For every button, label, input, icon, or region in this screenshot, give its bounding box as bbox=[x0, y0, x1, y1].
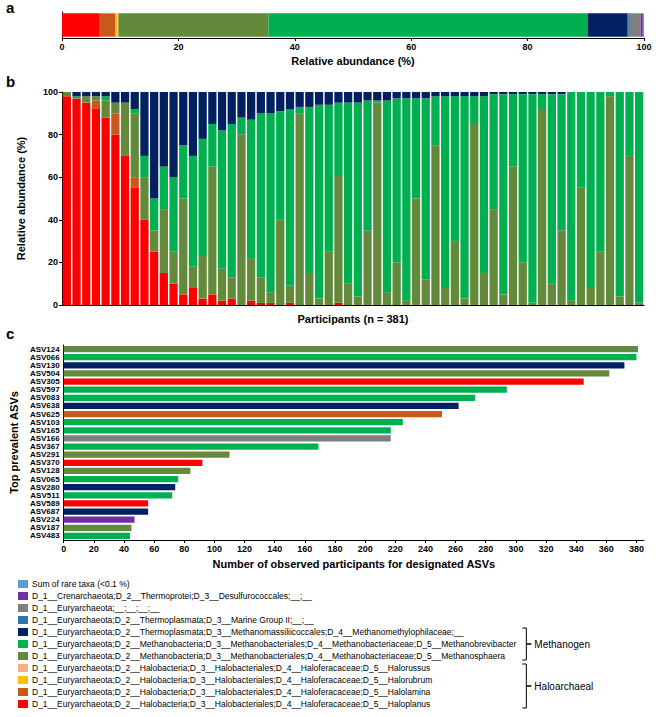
svg-text:100: 100 bbox=[636, 42, 651, 52]
svg-text:240: 240 bbox=[418, 544, 433, 554]
svg-text:60: 60 bbox=[406, 42, 416, 52]
svg-text:ASV187: ASV187 bbox=[29, 523, 60, 533]
svg-text:ASV103: ASV103 bbox=[29, 417, 60, 427]
svg-text:D_1__Euryarchaeota;D_2__Haloba: D_1__Euryarchaeota;D_2__Halobacteria;D_3… bbox=[32, 699, 430, 709]
svg-text:280: 280 bbox=[478, 544, 493, 554]
svg-text:140: 140 bbox=[267, 544, 282, 554]
svg-text:320: 320 bbox=[539, 544, 554, 554]
svg-text:c: c bbox=[6, 325, 14, 342]
svg-text:160: 160 bbox=[297, 544, 312, 554]
svg-text:Sum of rare taxa (<0.1 %): Sum of rare taxa (<0.1 %) bbox=[32, 579, 130, 589]
svg-text:Relative abundance (%): Relative abundance (%) bbox=[291, 55, 415, 67]
svg-text:200: 200 bbox=[358, 544, 373, 554]
svg-text:ASV166: ASV166 bbox=[29, 433, 60, 443]
svg-text:ASV065: ASV065 bbox=[29, 474, 60, 484]
svg-text:Participants (n = 381): Participants (n = 381) bbox=[298, 313, 409, 325]
svg-text:20: 20 bbox=[173, 42, 183, 52]
svg-text:ASV625: ASV625 bbox=[29, 409, 60, 419]
svg-text:380: 380 bbox=[629, 544, 644, 554]
svg-text:ASV511: ASV511 bbox=[30, 490, 60, 500]
svg-text:ASV483: ASV483 bbox=[30, 531, 60, 540]
svg-text:0: 0 bbox=[61, 544, 66, 554]
svg-text:220: 220 bbox=[388, 544, 403, 554]
svg-text:D_1__Euryarchaeota;D_2__Haloba: D_1__Euryarchaeota;D_2__Halobacteria;D_3… bbox=[32, 687, 431, 697]
svg-text:ASV128: ASV128 bbox=[29, 466, 60, 476]
svg-text:180: 180 bbox=[327, 544, 342, 554]
svg-text:40: 40 bbox=[119, 544, 129, 554]
svg-text:ASV367: ASV367 bbox=[29, 442, 60, 452]
svg-text:a: a bbox=[6, 0, 15, 16]
svg-text:40: 40 bbox=[48, 215, 58, 225]
svg-text:ASV280: ASV280 bbox=[29, 482, 60, 492]
svg-text:100: 100 bbox=[207, 544, 222, 554]
svg-text:ASV066: ASV066 bbox=[29, 352, 60, 362]
svg-text:ASV504: ASV504 bbox=[29, 368, 60, 378]
svg-text:ASV687: ASV687 bbox=[29, 507, 60, 517]
svg-text:100: 100 bbox=[43, 87, 58, 97]
svg-text:ASV305: ASV305 bbox=[29, 377, 60, 387]
svg-text:Relative abundance (%): Relative abundance (%) bbox=[15, 136, 27, 260]
svg-text:ASV130: ASV130 bbox=[29, 360, 60, 370]
svg-text:D_1__Crenarchaeota;D_2__Thermo: D_1__Crenarchaeota;D_2__Thermoprotei;D_3… bbox=[32, 591, 312, 601]
svg-text:40: 40 bbox=[290, 42, 300, 52]
svg-text:D_1__Euryarchaeota;D_2__Thermo: D_1__Euryarchaeota;D_2__Thermoplasmata;D… bbox=[32, 615, 314, 625]
svg-text:ASV638: ASV638 bbox=[29, 401, 60, 411]
svg-text:340: 340 bbox=[569, 544, 584, 554]
svg-text:D_1__Euryarchaeota;D_2__Methan: D_1__Euryarchaeota;D_2__Methanobacteria;… bbox=[32, 639, 517, 649]
svg-text:D_1__Euryarchaeota;D_2__Thermo: D_1__Euryarchaeota;D_2__Thermoplasmata;D… bbox=[32, 627, 464, 637]
svg-text:ASV589: ASV589 bbox=[29, 498, 60, 508]
svg-text:0: 0 bbox=[59, 42, 64, 52]
svg-text:ASV597: ASV597 bbox=[29, 385, 60, 395]
svg-text:Number of observed participant: Number of observed participants for desi… bbox=[213, 558, 496, 570]
svg-text:20: 20 bbox=[89, 544, 99, 554]
svg-text:360: 360 bbox=[599, 544, 614, 554]
svg-text:D_1__Euryarchaeota;__;__;__;__: D_1__Euryarchaeota;__;__;__;__ bbox=[32, 603, 160, 613]
svg-text:260: 260 bbox=[448, 544, 463, 554]
svg-text:Top prevalent ASVs: Top prevalent ASVs bbox=[8, 391, 20, 494]
svg-text:80: 80 bbox=[48, 130, 58, 140]
svg-text:D_1__Euryarchaeota;D_2__Methan: D_1__Euryarchaeota;D_2__Methanobacteria;… bbox=[32, 651, 505, 661]
svg-text:20: 20 bbox=[48, 257, 58, 267]
svg-text:ASV370: ASV370 bbox=[29, 458, 60, 468]
svg-text:ASV165: ASV165 bbox=[29, 425, 60, 435]
svg-text:Haloarchaeal: Haloarchaeal bbox=[534, 681, 593, 692]
svg-text:b: b bbox=[6, 73, 15, 90]
svg-text:0: 0 bbox=[53, 300, 58, 310]
svg-text:D_1__Euryarchaeota;D_2__Haloba: D_1__Euryarchaeota;D_2__Halobacteria;D_3… bbox=[32, 675, 432, 685]
svg-text:Methanogen: Methanogen bbox=[534, 639, 590, 650]
svg-text:80: 80 bbox=[523, 42, 533, 52]
svg-text:120: 120 bbox=[237, 544, 252, 554]
svg-text:ASV224: ASV224 bbox=[29, 515, 60, 525]
svg-text:ASV124: ASV124 bbox=[29, 344, 60, 354]
svg-text:300: 300 bbox=[508, 544, 523, 554]
svg-text:60: 60 bbox=[149, 544, 159, 554]
svg-text:80: 80 bbox=[179, 544, 189, 554]
svg-text:60: 60 bbox=[48, 172, 58, 182]
svg-text:D_1__Euryarchaeota;D_2__Haloba: D_1__Euryarchaeota;D_2__Halobacteria;D_3… bbox=[32, 663, 430, 673]
svg-text:ASV083: ASV083 bbox=[29, 393, 60, 403]
svg-text:ASV291: ASV291 bbox=[29, 450, 60, 460]
